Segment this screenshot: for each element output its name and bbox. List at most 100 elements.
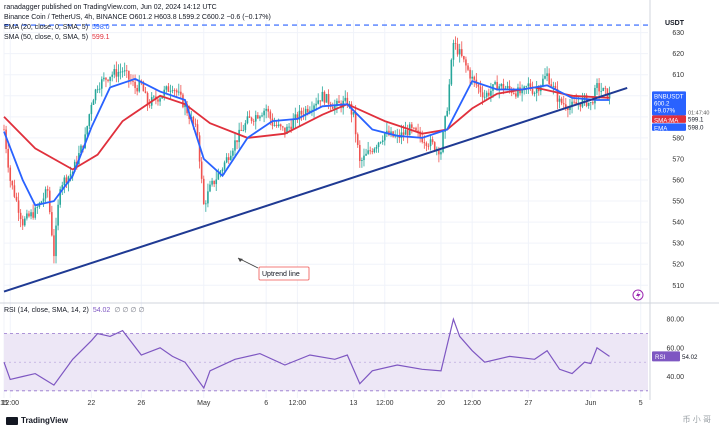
candle-body <box>523 86 525 89</box>
candle-body <box>109 76 111 81</box>
candle-body <box>556 88 559 102</box>
candle-body <box>19 212 22 220</box>
ema-legend[interactable]: EMA (20, close, 0, SMA, 5) 598.0 <box>4 23 110 32</box>
rsi-legend[interactable]: RSI (14, close, SMA, 14, 2) 54.02 ∅ ∅ ∅ ∅ <box>4 306 145 315</box>
candle-body <box>444 116 446 132</box>
candle-body <box>213 180 215 185</box>
candle-body <box>346 97 349 106</box>
candle-body <box>517 87 519 97</box>
candle-body <box>554 85 557 89</box>
lightning-icon <box>632 289 644 301</box>
candle-body <box>592 102 594 104</box>
candle-body <box>157 99 159 102</box>
candle-body <box>479 86 482 93</box>
candle-body <box>311 109 313 111</box>
candle-body <box>136 87 138 92</box>
tradingview-logo-icon <box>6 416 18 425</box>
candle-body <box>429 139 432 147</box>
candle-body <box>569 105 571 110</box>
candle-body <box>579 103 582 107</box>
x-tick-label: 5 <box>639 400 643 407</box>
candle-body <box>404 130 407 135</box>
y-tick-label: 580 <box>672 135 684 142</box>
candle-body <box>529 83 532 89</box>
candle-body <box>13 185 16 197</box>
candle-body <box>417 130 419 132</box>
candle-body <box>284 127 286 134</box>
y-tick-label: 550 <box>672 199 684 206</box>
candle-body <box>205 203 207 205</box>
candle-body <box>598 83 600 92</box>
candle-body <box>502 83 505 90</box>
candle-body <box>146 93 149 106</box>
x-tick-label: Jun <box>585 400 596 407</box>
candle-body <box>211 180 213 185</box>
candle-body <box>63 177 66 186</box>
candle-body <box>415 127 417 131</box>
candle-body <box>411 124 413 128</box>
candle-body <box>352 112 355 115</box>
candle-body <box>221 169 224 172</box>
symbol-line: Binance Coin / TetherUS, 4h, BINANCE O60… <box>4 13 271 22</box>
candle-body <box>465 59 467 66</box>
candle-body <box>367 150 369 154</box>
candle-body <box>96 89 99 91</box>
tradingview-logo-text: TradingView <box>21 416 68 425</box>
candle-body <box>317 100 319 104</box>
rsi-y-tick-label: 40.00 <box>666 374 684 381</box>
candle-body <box>477 84 480 87</box>
candle-body <box>377 142 380 148</box>
candle-body <box>381 140 384 142</box>
rsi-line <box>3 317 610 390</box>
candle-body <box>575 102 578 105</box>
candle-body <box>42 198 45 202</box>
last-price-label-text: BNBUSDT <box>654 93 684 100</box>
candle-body <box>73 161 76 172</box>
candle-body <box>496 82 498 91</box>
candle-body <box>596 83 598 88</box>
candle-body <box>485 92 488 97</box>
candle-body <box>500 83 503 87</box>
candle-body <box>452 43 455 60</box>
candle-body <box>40 201 43 203</box>
candle-body <box>423 142 426 144</box>
candle-body <box>431 139 434 143</box>
tradingview-logo[interactable]: TradingView <box>6 416 68 425</box>
candle-body <box>59 189 61 205</box>
candle-body <box>125 70 128 72</box>
candle-body <box>369 150 372 152</box>
candle-body <box>390 131 392 136</box>
x-tick-label: 20 <box>437 400 445 407</box>
candle-body <box>240 129 243 131</box>
ema-axis-tag-bg <box>652 123 686 131</box>
candle-body <box>450 59 453 85</box>
y-tick-label: 620 <box>672 51 684 58</box>
candle-body <box>460 49 463 57</box>
candle-body <box>254 115 257 122</box>
candle-body <box>304 108 307 116</box>
candle-body <box>336 100 338 106</box>
publish-text: ranadagger published on TradingView.com,… <box>4 4 217 11</box>
uptrend-line <box>3 87 628 293</box>
candle-body <box>225 157 228 163</box>
candle-body <box>46 189 49 191</box>
candle-body <box>28 213 30 217</box>
candle-body <box>184 103 186 108</box>
candle-body <box>236 140 238 143</box>
candle-body <box>394 135 396 137</box>
candle-body <box>92 100 95 105</box>
candle-body <box>271 118 274 126</box>
sma-axis-tag-text: SMA:MA <box>654 117 679 124</box>
candle-body <box>207 191 209 204</box>
candle-body <box>400 132 403 139</box>
candle-body <box>565 104 567 109</box>
candle-body <box>527 83 530 87</box>
candle-body <box>323 91 326 103</box>
candle-body <box>334 105 336 109</box>
last-price-label-text: 600.2 <box>654 100 670 107</box>
x-tick-label: 22 <box>87 400 95 407</box>
candle-body <box>7 149 9 168</box>
sma-legend[interactable]: SMA (50, close, 0, SMA, 5) 599.1 <box>4 33 110 42</box>
candle-body <box>344 97 347 101</box>
